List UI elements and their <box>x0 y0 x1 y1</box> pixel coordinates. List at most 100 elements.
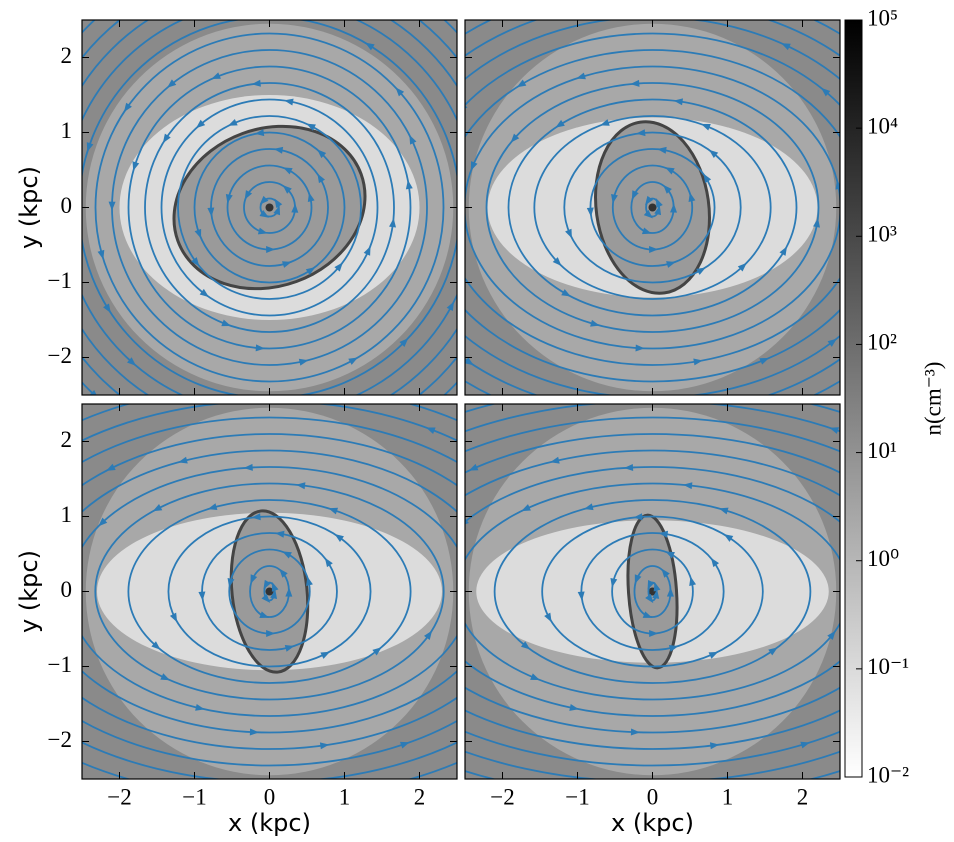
stream-arrow <box>317 149 327 159</box>
streamline <box>465 466 840 717</box>
x-tick-label: 2 <box>414 784 426 809</box>
stream-arrow <box>261 593 271 603</box>
stream-arrow <box>586 207 594 217</box>
stream-arrow <box>263 579 271 590</box>
streamline <box>541 515 764 668</box>
stream-arrow <box>653 581 661 592</box>
stream-arrow <box>328 507 339 515</box>
stream-arrow <box>901 563 910 574</box>
stream-arrow <box>759 357 770 365</box>
stream-arrow <box>221 319 231 327</box>
stream-arrow <box>827 338 837 347</box>
stream-arrow <box>152 504 163 512</box>
y-axis-label: y (kpc) <box>15 550 43 633</box>
stream-arrow <box>86 142 94 152</box>
stream-arrow <box>642 611 653 618</box>
stream-arrow <box>400 741 410 749</box>
x-axis-label: x (kpc) <box>228 809 311 837</box>
stream-arrow <box>249 728 259 736</box>
stream-arrow <box>284 645 295 652</box>
stream-arrow <box>167 79 177 88</box>
stream-arrow <box>446 301 455 312</box>
core <box>265 587 274 596</box>
stream-arrow <box>661 568 670 578</box>
stream-arrow <box>282 551 292 559</box>
stream-arrow <box>266 630 276 638</box>
y-tick-label: −1 <box>48 652 72 677</box>
colorbar-tick-label: 10⁴ <box>867 113 898 138</box>
stream-arrow <box>305 267 316 276</box>
y-tick-label: 1 <box>61 502 73 527</box>
stream-arrow <box>708 651 719 659</box>
stream-arrow <box>324 557 333 568</box>
stream-arrow <box>550 456 560 464</box>
stream-arrow <box>132 161 140 171</box>
y-tick-label: 0 <box>61 193 73 218</box>
stream-arrow <box>882 470 893 481</box>
stream-arrow <box>652 589 660 599</box>
streamline <box>589 148 716 267</box>
colorbar-tick-label: 10⁰ <box>867 546 899 571</box>
stream-arrow <box>199 288 209 298</box>
colorbar-tick-label: 10⁻² <box>867 762 909 787</box>
core <box>648 203 657 212</box>
stream-arrow <box>624 463 634 471</box>
stream-arrow <box>334 262 343 272</box>
streamline <box>167 515 372 668</box>
stream-arrow <box>873 601 882 611</box>
streamline <box>82 449 457 734</box>
stream-arrow <box>649 246 659 254</box>
stream-arrow <box>243 463 253 471</box>
stream-arrow <box>645 195 654 206</box>
stream-arrow <box>701 124 711 131</box>
stream-arrow <box>634 574 642 584</box>
y-tick-label: 2 <box>61 427 73 452</box>
stream-arrow <box>465 357 474 366</box>
stream-arrow <box>610 577 618 588</box>
stream-arrow <box>151 641 161 650</box>
stream-arrow <box>270 589 278 599</box>
colorbar-tick-label: 10³ <box>867 222 897 247</box>
stream-arrow <box>282 167 293 175</box>
stream-arrow <box>611 193 618 204</box>
stream-arrow <box>668 644 679 652</box>
stream-arrow <box>307 192 315 203</box>
stream-arrow <box>630 79 640 87</box>
streamline <box>465 49 840 366</box>
stream-arrow <box>654 205 662 216</box>
stream-arrow <box>198 591 206 601</box>
stream-arrow <box>320 651 331 659</box>
stream-arrow <box>521 504 531 512</box>
stream-arrow <box>800 741 810 749</box>
stream-arrow <box>409 134 417 145</box>
x-tick-label: −2 <box>490 784 514 809</box>
stream-arrow <box>708 149 719 159</box>
streamline <box>94 32 445 383</box>
x-tick-label: 0 <box>647 784 659 809</box>
stream-arrow <box>266 246 276 254</box>
stream-arrow <box>583 503 594 511</box>
stream-arrow <box>279 568 288 578</box>
streamline <box>94 482 445 701</box>
stream-arrow <box>372 647 382 656</box>
stream-arrow <box>468 463 479 471</box>
stream-arrow <box>893 720 904 730</box>
stream-arrow <box>195 703 205 711</box>
stream-arrow <box>225 193 233 204</box>
stream-arrow <box>821 87 831 97</box>
stream-arrow <box>47 545 57 556</box>
stream-arrow <box>259 210 269 218</box>
stream-arrow <box>718 507 729 515</box>
stream-arrow <box>663 184 672 194</box>
streamline <box>127 499 412 684</box>
stream-arrow <box>683 482 693 490</box>
stream-arrow <box>275 530 285 538</box>
stream-arrow <box>689 576 697 587</box>
streamline <box>465 32 840 383</box>
stream-arrow <box>670 203 678 213</box>
stream-arrow <box>657 146 667 154</box>
panel <box>82 20 457 395</box>
stream-arrow <box>317 173 325 184</box>
stream-arrow <box>306 123 316 131</box>
streamline <box>563 131 742 284</box>
